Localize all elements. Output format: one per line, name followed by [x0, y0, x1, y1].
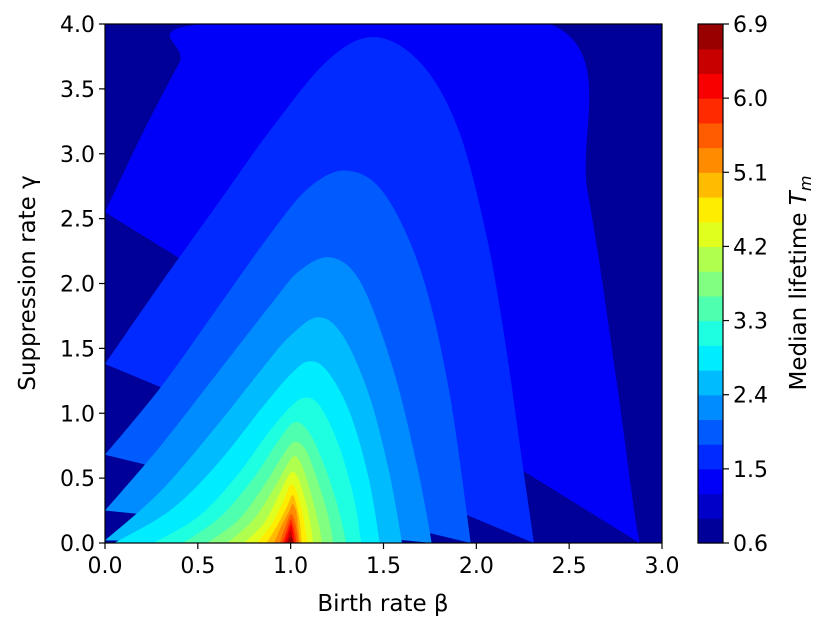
colorbar-band — [698, 122, 723, 149]
x-tick-label: 0.0 — [88, 554, 123, 579]
x-tick-label: 1.5 — [366, 554, 401, 579]
y-tick-label: 3.0 — [60, 143, 95, 168]
colorbar-band — [698, 246, 723, 272]
colorbar-band — [698, 370, 723, 396]
y-axis-ticks: 0.0 0.5 1.0 1.5 2.0 2.5 3.0 3.5 4.0 — [60, 13, 105, 557]
colorbar-band — [698, 98, 723, 124]
colorbar-band — [698, 419, 723, 445]
colorbar-band — [698, 147, 723, 173]
contour-peak — [288, 537, 294, 543]
colorbar-band — [698, 73, 723, 99]
x-axis-label: Birth rate β — [317, 591, 448, 617]
colorbar-band — [698, 444, 723, 470]
y-tick-label: 3.5 — [60, 78, 95, 103]
colorbar-tick-label: 5.1 — [733, 161, 768, 186]
x-tick-label: 3.0 — [645, 554, 680, 579]
plot-area — [105, 24, 662, 543]
x-tick-label: 0.5 — [180, 554, 215, 579]
colorbar-band — [698, 48, 723, 75]
colorbar-band — [698, 295, 723, 322]
colorbar-band — [698, 468, 723, 495]
colorbar-band — [698, 518, 723, 544]
y-axis-label: Suppression rate γ — [15, 175, 41, 390]
colorbar-tick-label: 6.9 — [733, 13, 768, 38]
colorbar-band — [698, 320, 723, 346]
colorbar-band — [698, 197, 723, 223]
colorbar-band — [698, 394, 723, 421]
x-tick-label: 2.5 — [552, 554, 587, 579]
y-tick-label: 1.0 — [60, 402, 95, 427]
y-tick-label: 2.5 — [60, 208, 95, 233]
colorbar-ticks: 0.6 1.5 2.4 3.3 4.2 5.1 6.0 6.9 — [723, 13, 768, 557]
y-tick-label: 0.0 — [60, 532, 95, 557]
colorbar-band — [698, 271, 723, 297]
colorbar: 0.6 1.5 2.4 3.3 4.2 5.1 6.0 6.9 Median lifetime… — [697, 13, 815, 557]
x-tick-label: 2.0 — [459, 554, 494, 579]
colorbar-band — [698, 24, 723, 50]
colorbar-bands — [698, 24, 723, 544]
y-tick-label: 0.5 — [60, 467, 95, 492]
x-axis-ticks: 0.0 0.5 1.0 1.5 2.0 2.5 3.0 — [88, 543, 680, 579]
colorbar-tick-label: 2.4 — [733, 384, 768, 409]
colorbar-label: Median lifetime Tm — [786, 176, 815, 391]
colorbar-label-symbol: T — [786, 189, 812, 205]
colorbar-label-main: Median lifetime — [786, 205, 812, 390]
y-tick-label: 1.5 — [60, 337, 95, 362]
colorbar-label-subscript: m — [796, 176, 815, 192]
colorbar-tick-label: 1.5 — [733, 458, 768, 483]
colorbar-band — [698, 221, 723, 248]
colorbar-band — [698, 172, 723, 198]
contour-layer — [105, 24, 640, 543]
y-tick-label: 4.0 — [60, 13, 95, 38]
colorbar-frame — [697, 23, 724, 544]
y-tick-label: 2.0 — [60, 273, 95, 298]
colorbar-tick-label: 4.2 — [733, 235, 768, 260]
colorbar-tick-label: 6.0 — [733, 87, 768, 112]
colorbar-tick-label: 0.6 — [733, 532, 768, 557]
colorbar-band — [698, 345, 723, 371]
x-tick-label: 1.0 — [273, 554, 308, 579]
colorbar-band — [698, 493, 723, 519]
colorbar-tick-label: 3.3 — [733, 310, 768, 335]
